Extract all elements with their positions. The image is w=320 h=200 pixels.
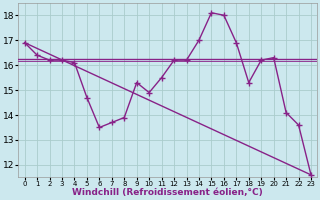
X-axis label: Windchill (Refroidissement éolien,°C): Windchill (Refroidissement éolien,°C)	[72, 188, 263, 197]
